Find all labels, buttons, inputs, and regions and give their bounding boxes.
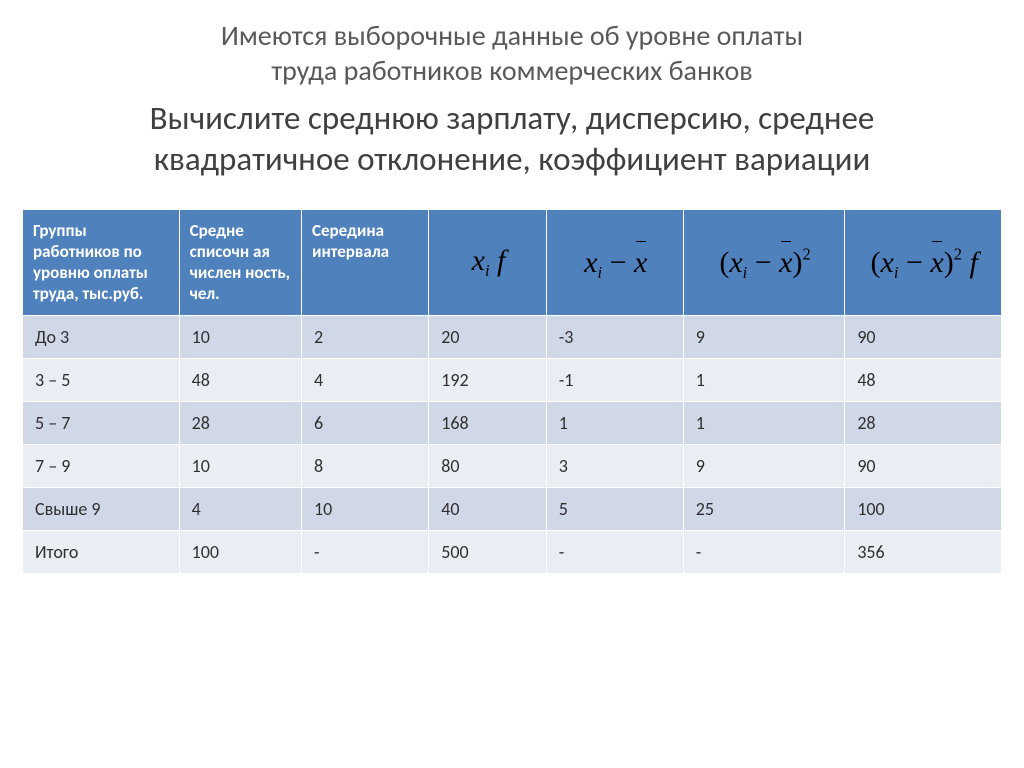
col-header-count: Средне списочн ая числен ность, чел.: [179, 209, 301, 315]
table-row-total: Итого 100 - 500 - - 356: [23, 530, 1002, 573]
cell: 7 – 9: [23, 444, 180, 487]
subtitle-line2: труда работников коммерческих банков: [271, 53, 752, 88]
cell: 20: [429, 315, 546, 358]
cell: 5: [546, 487, 683, 530]
cell: 48: [845, 358, 1002, 401]
col-header-dev2: (xi − x)2: [683, 209, 845, 315]
cell: 4: [179, 487, 301, 530]
slide: Имеются выборочные данные об уровне опла…: [0, 0, 1024, 768]
table-row: 5 – 7 28 6 168 1 1 28: [23, 401, 1002, 444]
cell: 192: [429, 358, 546, 401]
cell: 3: [546, 444, 683, 487]
cell: 80: [429, 444, 546, 487]
cell: -: [683, 530, 845, 573]
cell: 500: [429, 530, 546, 573]
cell: 9: [683, 444, 845, 487]
cell: 2: [302, 315, 429, 358]
cell: 100: [179, 530, 301, 573]
cell: Свыше 9: [23, 487, 180, 530]
col-header-dev: xi − x: [546, 209, 683, 315]
slide-subtitle: Имеются выборочные данные об уровне опла…: [22, 18, 1002, 88]
table-row: 3 – 5 48 4 192 -1 1 48: [23, 358, 1002, 401]
cell: -: [546, 530, 683, 573]
table-body: До 3 10 2 20 -3 9 90 3 – 5 48 4 192 -1 1…: [23, 315, 1002, 573]
cell: 1: [683, 401, 845, 444]
cell: 168: [429, 401, 546, 444]
cell: 40: [429, 487, 546, 530]
table-row: 7 – 9 10 8 80 3 9 90: [23, 444, 1002, 487]
cell: 10: [302, 487, 429, 530]
cell: 48: [179, 358, 301, 401]
cell: 100: [845, 487, 1002, 530]
cell: -3: [546, 315, 683, 358]
cell: 10: [179, 444, 301, 487]
cell: 25: [683, 487, 845, 530]
cell: 28: [845, 401, 1002, 444]
cell: 3 – 5: [23, 358, 180, 401]
cell: 9: [683, 315, 845, 358]
cell: До 3: [23, 315, 180, 358]
cell: 8: [302, 444, 429, 487]
col-header-dev2f: (xi − x)2 f: [845, 209, 1002, 315]
cell: 90: [845, 444, 1002, 487]
cell: 6: [302, 401, 429, 444]
cell: 1: [683, 358, 845, 401]
data-table: Группы работников по уровню оплаты труда…: [22, 209, 1002, 574]
col-header-groups: Группы работников по уровню оплаты труда…: [23, 209, 180, 315]
cell: 356: [845, 530, 1002, 573]
slide-title: Вычислите среднюю зарплату, дисперсию, с…: [22, 98, 1002, 181]
cell: 90: [845, 315, 1002, 358]
cell: 28: [179, 401, 301, 444]
cell: 4: [302, 358, 429, 401]
cell: 5 – 7: [23, 401, 180, 444]
cell: -: [302, 530, 429, 573]
cell: -1: [546, 358, 683, 401]
title-line1: Вычислите среднюю зарплату, дисперсию, с…: [150, 98, 875, 138]
cell: 10: [179, 315, 301, 358]
cell: Итого: [23, 530, 180, 573]
col-header-mid: Середина интервала: [302, 209, 429, 315]
subtitle-line1: Имеются выборочные данные об уровне опла…: [221, 18, 803, 53]
cell: 1: [546, 401, 683, 444]
table-row: Свыше 9 4 10 40 5 25 100: [23, 487, 1002, 530]
table-header-row: Группы работников по уровню оплаты труда…: [23, 209, 1002, 315]
title-line2: квадратичное отклонение, коэффициент вар…: [154, 139, 871, 179]
col-header-xif: xi f: [429, 209, 546, 315]
table-row: До 3 10 2 20 -3 9 90: [23, 315, 1002, 358]
